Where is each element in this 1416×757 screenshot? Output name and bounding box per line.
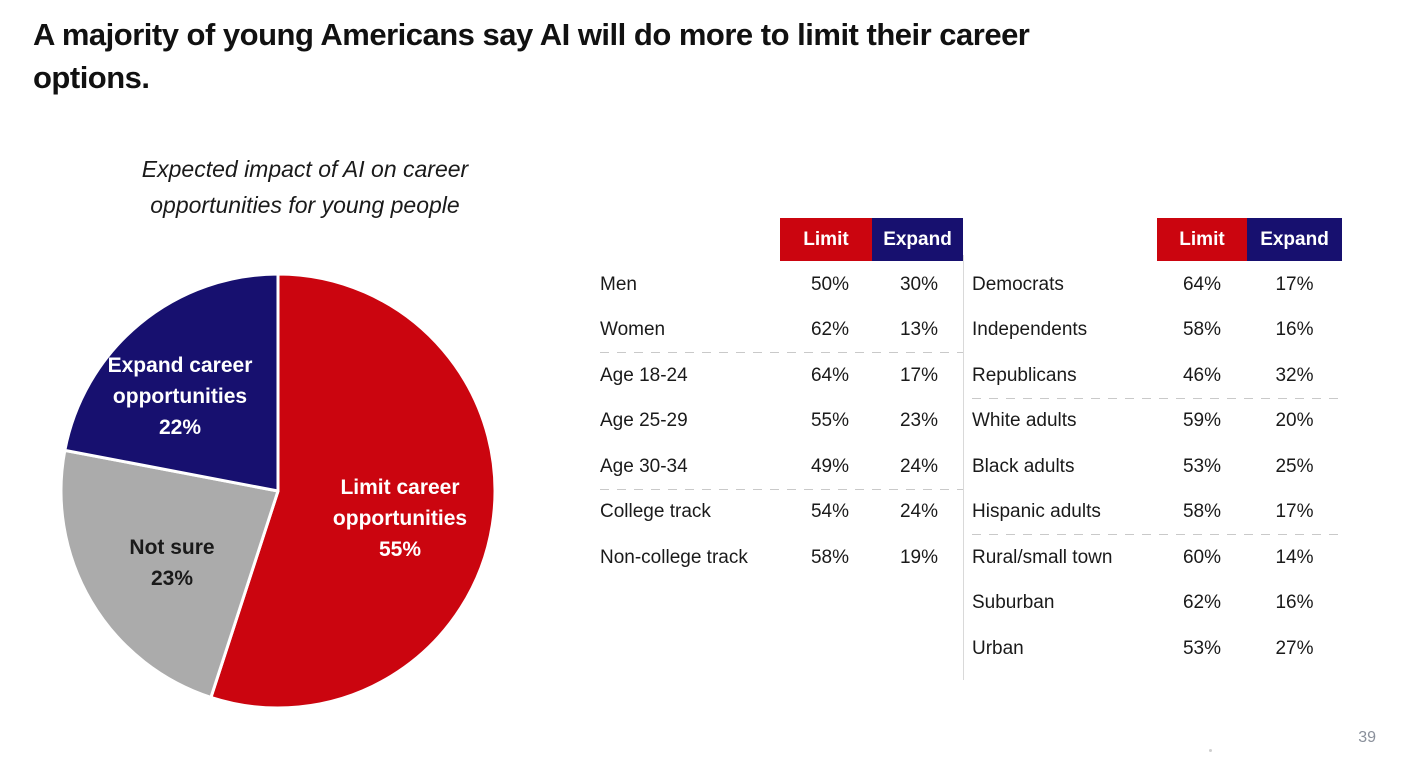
row-label: Independents <box>972 319 1088 341</box>
limit-value: 58% <box>1182 319 1222 341</box>
limit-value: 58% <box>810 546 850 568</box>
limit-value: 62% <box>810 319 850 341</box>
expand-value: 16% <box>1275 319 1314 341</box>
row-label: Suburban <box>972 592 1055 614</box>
limit-value: 53% <box>1182 637 1222 659</box>
limit-value: 53% <box>1182 455 1222 477</box>
table-row: Democrats 64% 17% <box>972 262 1342 308</box>
expand-value: 17% <box>899 364 939 386</box>
politics-geography-table-header: Limit Expand <box>1157 218 1342 261</box>
expand-value: 24% <box>899 501 939 523</box>
limit-value: 60% <box>1182 546 1222 568</box>
limit-value: 49% <box>810 455 850 477</box>
footer-dot <box>1209 749 1212 752</box>
group-separator <box>600 352 963 353</box>
row-label: Urban <box>972 637 1024 659</box>
table-row: Women 62% 13% <box>600 308 963 354</box>
pie-slice-not-sure <box>59 448 280 699</box>
table-row: Non-college track 58% 19% <box>600 535 963 581</box>
table-row: Black adults 53% 25% <box>972 444 1342 490</box>
expand-column-header: Expand <box>872 218 963 261</box>
group-separator <box>600 488 963 490</box>
expand-value: 32% <box>1275 364 1314 386</box>
limit-column-header: Limit <box>1157 218 1247 261</box>
limit-value: 59% <box>1182 410 1222 432</box>
group-separator <box>972 534 1342 535</box>
limit-column-header: Limit <box>780 218 872 261</box>
row-label: Democrats <box>972 273 1064 295</box>
expand-value: 20% <box>1275 410 1314 432</box>
pie-chart-title-line-2: opportunities for young people <box>150 192 460 218</box>
pie-label-limit: Limit career opportunities 55% <box>332 476 468 561</box>
expand-value: 24% <box>899 455 939 477</box>
expand-value: 13% <box>899 319 939 341</box>
politics-geography-table: Democrats 64% 17% Independents 58% 16% Republi… <box>972 262 1342 672</box>
slide-title-line-2: options. <box>33 60 150 95</box>
pie-chart-title: Expected impact of AI on career opportun… <box>70 151 540 223</box>
row-label: White adults <box>972 410 1077 432</box>
table-row: Republicans 46% 32% <box>972 353 1342 399</box>
row-label: Age 18-24 <box>600 364 688 386</box>
expand-value: 23% <box>899 410 939 432</box>
expand-value: 16% <box>1275 592 1314 614</box>
expand-value: 27% <box>1275 637 1314 659</box>
expand-value: 17% <box>1275 273 1314 295</box>
pie-slice-expand <box>63 272 280 493</box>
row-label: College track <box>600 501 711 523</box>
expand-value: 19% <box>899 546 939 568</box>
expand-value: 14% <box>1275 546 1314 568</box>
row-label: Black adults <box>972 455 1075 477</box>
limit-value: 50% <box>810 273 850 295</box>
row-label: Men <box>600 273 637 295</box>
expand-value: 17% <box>1275 501 1314 523</box>
table-row: Hispanic adults 58% 17% <box>972 490 1342 536</box>
slide-title-line-1: A majority of young Americans say AI wil… <box>33 17 1030 52</box>
row-label: Age 25-29 <box>600 410 688 432</box>
limit-value: 64% <box>1182 273 1222 295</box>
table-row: Age 18-24 64% 17% <box>600 353 963 399</box>
table-divider-line <box>963 255 964 680</box>
table-row: Men 50% 30% <box>600 262 963 308</box>
pie-slice-limit <box>209 272 497 710</box>
expand-value: 25% <box>1275 455 1314 477</box>
limit-value: 58% <box>1182 501 1222 523</box>
row-label: Non-college track <box>600 546 748 568</box>
limit-value: 62% <box>1182 592 1222 614</box>
group-separator <box>972 397 1342 399</box>
pie-chart <box>59 272 497 710</box>
expand-value: 30% <box>899 273 939 295</box>
row-label: Republicans <box>972 364 1077 386</box>
limit-value: 64% <box>810 364 850 386</box>
row-label: Hispanic adults <box>972 501 1101 523</box>
demographics-table-header: Limit Expand <box>780 218 963 261</box>
row-label: Women <box>600 319 666 341</box>
slide-title: A majority of young Americans say AI wil… <box>33 13 1383 99</box>
table-row: Independents 58% 16% <box>972 308 1342 354</box>
pie-label-not-sure: Not sure 23% <box>129 536 215 590</box>
limit-value: 46% <box>1182 364 1222 386</box>
row-label: Rural/small town <box>972 546 1113 568</box>
table-row: Age 25-29 55% 23% <box>600 399 963 445</box>
expand-column-header: Expand <box>1247 218 1342 261</box>
limit-value: 54% <box>810 501 850 523</box>
table-row: Suburban 62% 16% <box>972 581 1342 627</box>
pie-chart-title-line-1: Expected impact of AI on career <box>141 156 469 182</box>
table-row: Age 30-34 49% 24% <box>600 444 963 490</box>
limit-value: 55% <box>810 410 850 432</box>
demographics-table: Men 50% 30% Women 62% 13% Age 18-24 64% 17% Age 2… <box>600 262 963 581</box>
table-row: Urban 53% 27% <box>972 626 1342 672</box>
table-row: White adults 59% 20% <box>972 399 1342 445</box>
row-label: Age 30-34 <box>600 455 688 477</box>
pie-label-expand: Expand career opportunities 22% <box>107 354 253 439</box>
page-number: 39 <box>1358 729 1376 746</box>
table-row: Rural/small town 60% 14% <box>972 535 1342 581</box>
table-row: College track 54% 24% <box>600 490 963 536</box>
